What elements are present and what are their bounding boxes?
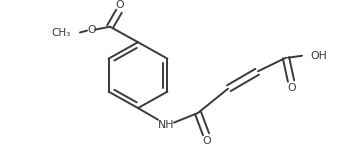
Text: O: O	[288, 83, 296, 93]
Text: O: O	[203, 136, 211, 146]
Text: CH₃: CH₃	[52, 27, 71, 37]
Text: O: O	[116, 0, 124, 10]
Text: O: O	[88, 25, 96, 35]
Text: OH: OH	[310, 51, 327, 61]
Text: NH: NH	[158, 120, 174, 130]
